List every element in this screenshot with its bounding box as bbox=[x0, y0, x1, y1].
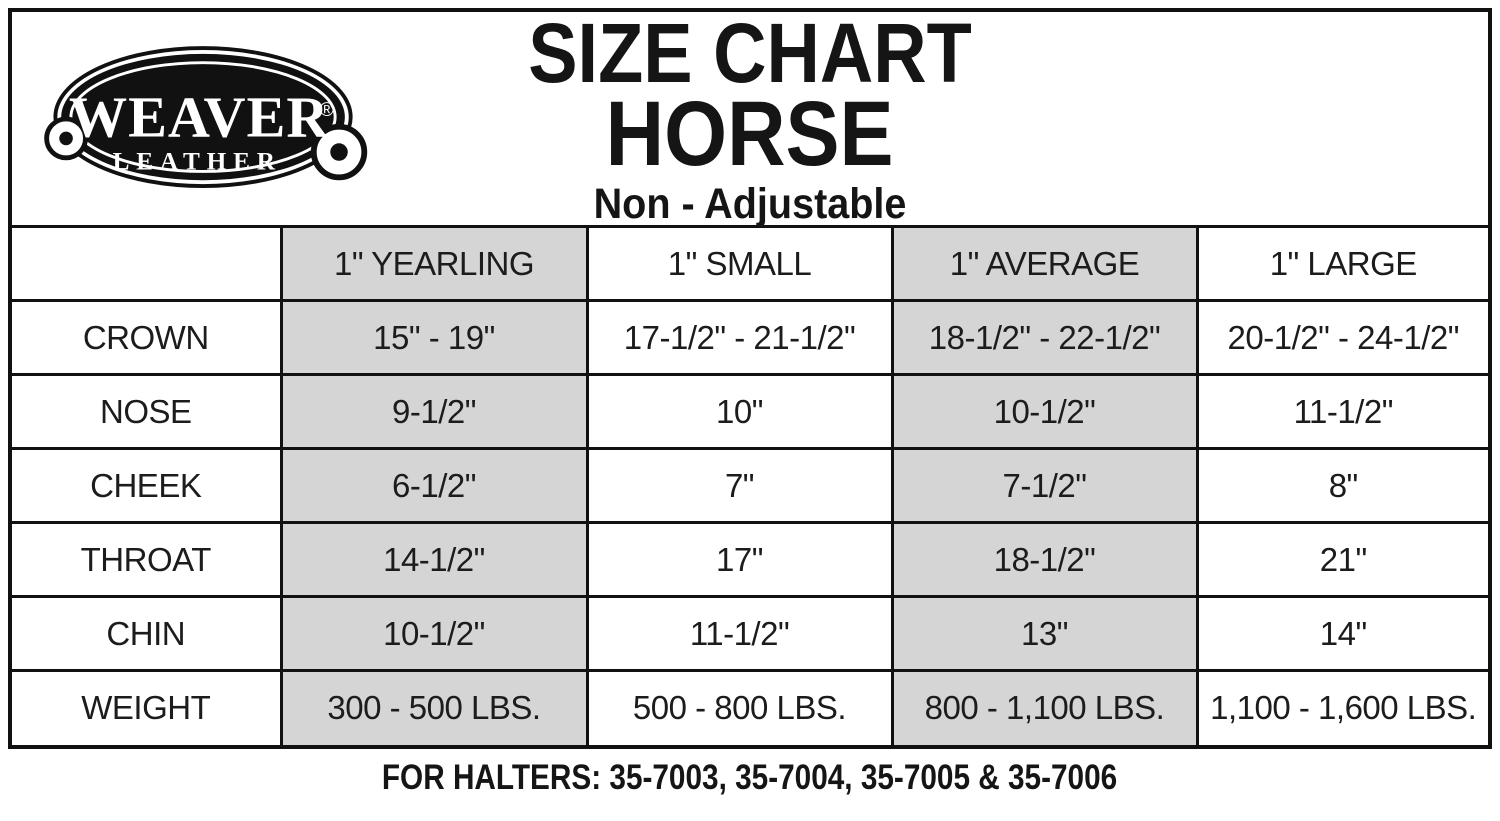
logo-right-curl-icon bbox=[310, 123, 368, 181]
cell-crown-average: 18-1/2" - 22-1/2" bbox=[890, 299, 1199, 376]
cell-crown-large: 20-1/2" - 24-1/2" bbox=[1195, 299, 1488, 376]
chart-frame: WEAVER ® LEATHER SIZE CHART HORSE Non - … bbox=[8, 8, 1492, 749]
cell-nose-average: 10-1/2" bbox=[890, 373, 1199, 450]
cell-nose-yearling: 9-1/2" bbox=[279, 373, 589, 450]
row-label: THROAT bbox=[12, 521, 283, 598]
cell-cheek-large: 8" bbox=[1195, 447, 1488, 524]
cell-nose-small: 10" bbox=[585, 373, 894, 450]
row-label: CHIN bbox=[12, 595, 283, 672]
chart-note: Non - Adjustable bbox=[593, 180, 907, 229]
cell-chin-small: 11-1/2" bbox=[585, 595, 894, 672]
cell-cheek-small: 7" bbox=[585, 447, 894, 524]
logo-sub-text: LEATHER bbox=[113, 148, 282, 176]
cell-weight-average: 800 - 1,100 LBS. bbox=[890, 669, 1199, 745]
chart-subtitle: HORSE bbox=[606, 82, 894, 185]
chart-title: SIZE CHART bbox=[528, 5, 972, 100]
logo-registered-mark: ® bbox=[320, 99, 334, 121]
chart-header: WEAVER ® LEATHER SIZE CHART HORSE Non - … bbox=[12, 5, 1488, 229]
row-label: NOSE bbox=[12, 373, 283, 450]
cell-throat-large: 21" bbox=[1195, 521, 1488, 598]
col-header-large: 1" LARGE bbox=[1195, 225, 1488, 302]
footer-halter-numbers: FOR HALTERS: 35-7003, 35-7004, 35-7005 &… bbox=[382, 757, 1118, 797]
table-row-weight: WEIGHT 300 - 500 LBS. 500 - 800 LBS. 800… bbox=[12, 669, 1488, 745]
table-row-crown: CROWN 15" - 19" 17-1/2" - 21-1/2" 18-1/2… bbox=[12, 299, 1488, 376]
logo-oval-fill bbox=[61, 53, 345, 181]
corner-cell bbox=[12, 225, 283, 302]
table-row-throat: THROAT 14-1/2" 17" 18-1/2" 21" bbox=[12, 521, 1488, 598]
table-row-cheek: CHEEK 6-1/2" 7" 7-1/2" 8" bbox=[12, 447, 1488, 524]
cell-throat-average: 18-1/2" bbox=[890, 521, 1199, 598]
col-header-average: 1" AVERAGE bbox=[890, 225, 1199, 302]
weaver-leather-logo: WEAVER ® LEATHER bbox=[44, 46, 368, 188]
size-table: 1" YEARLING 1" SMALL 1" AVERAGE 1" LARGE… bbox=[12, 225, 1488, 745]
cell-nose-large: 11-1/2" bbox=[1195, 373, 1488, 450]
cell-throat-small: 17" bbox=[585, 521, 894, 598]
table-row-chin: CHIN 10-1/2" 11-1/2" 13" 14" bbox=[12, 595, 1488, 672]
cell-crown-yearling: 15" - 19" bbox=[279, 299, 589, 376]
cell-cheek-yearling: 6-1/2" bbox=[279, 447, 589, 524]
logo-left-curl-icon bbox=[44, 116, 88, 161]
row-label: CHEEK bbox=[12, 447, 283, 524]
header-row: 1" YEARLING 1" SMALL 1" AVERAGE 1" LARGE bbox=[12, 225, 1488, 302]
cell-weight-large: 1,100 - 1,600 LBS. bbox=[1195, 669, 1488, 745]
title-block: SIZE CHART HORSE Non - Adjustable bbox=[12, 5, 1488, 229]
footer: FOR HALTERS: 35-7003, 35-7004, 35-7005 &… bbox=[8, 760, 1492, 795]
cell-cheek-average: 7-1/2" bbox=[890, 447, 1199, 524]
cell-crown-small: 17-1/2" - 21-1/2" bbox=[585, 299, 894, 376]
cell-weight-yearling: 300 - 500 LBS. bbox=[279, 669, 589, 745]
col-header-yearling: 1" YEARLING bbox=[279, 225, 589, 302]
cell-throat-yearling: 14-1/2" bbox=[279, 521, 589, 598]
col-header-small: 1" SMALL bbox=[585, 225, 894, 302]
table-row-nose: NOSE 9-1/2" 10" 10-1/2" 11-1/2" bbox=[12, 373, 1488, 450]
row-label: CROWN bbox=[12, 299, 283, 376]
cell-weight-small: 500 - 800 LBS. bbox=[585, 669, 894, 745]
cell-chin-average: 13" bbox=[890, 595, 1199, 672]
cell-chin-large: 14" bbox=[1195, 595, 1488, 672]
logo-brand-text: WEAVER bbox=[69, 84, 330, 149]
row-label: WEIGHT bbox=[12, 669, 283, 745]
cell-chin-yearling: 10-1/2" bbox=[279, 595, 589, 672]
logo-inner-ring bbox=[69, 61, 337, 173]
